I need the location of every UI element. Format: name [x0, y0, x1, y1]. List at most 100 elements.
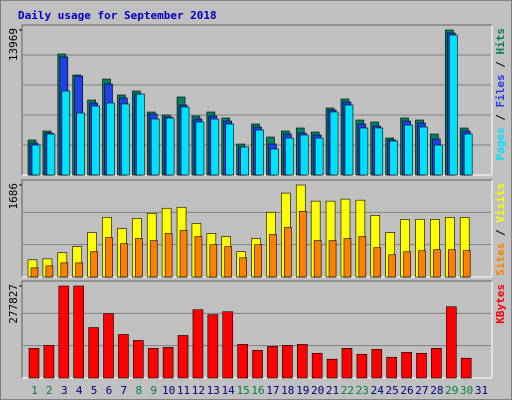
bar [448, 34, 458, 176]
bar [252, 350, 263, 379]
x-tick-label: 28 [430, 384, 443, 397]
bar [374, 127, 384, 176]
bar [31, 144, 41, 176]
bar [147, 348, 159, 379]
x-tick-label: 2 [46, 384, 53, 397]
bar [255, 129, 264, 176]
legend-separator: / [494, 55, 507, 75]
bar [416, 352, 427, 379]
bar [284, 227, 292, 278]
x-tick-label: 27 [415, 384, 428, 397]
bar [434, 144, 443, 176]
bar [314, 137, 324, 176]
bar [285, 137, 294, 176]
x-tick-label: 10 [162, 384, 175, 397]
bar [225, 123, 235, 176]
bar [267, 346, 278, 379]
bar [120, 243, 128, 278]
legend-entry: Hits [494, 28, 507, 55]
x-tick-label: 6 [106, 384, 113, 397]
bar [237, 344, 248, 379]
bar [135, 238, 143, 278]
x-tick-label: 21 [326, 384, 339, 397]
bar [192, 309, 204, 379]
bar [329, 111, 339, 176]
legend: KBytes [494, 284, 507, 324]
bar [328, 240, 337, 278]
bar [76, 112, 86, 176]
bar [45, 265, 54, 278]
bar [165, 117, 175, 176]
bar [386, 356, 397, 379]
bar [177, 335, 189, 379]
x-tick-label: 5 [91, 384, 98, 397]
bar [46, 133, 56, 176]
bar [224, 246, 233, 278]
bar [162, 347, 174, 379]
x-tick-label: 24 [371, 384, 385, 397]
bar [90, 251, 98, 278]
x-tick-label: 17 [266, 384, 279, 397]
x-tick-label: 9 [150, 384, 157, 397]
bar [75, 262, 84, 278]
bar [240, 146, 249, 176]
bar [433, 249, 441, 278]
x-tick-label: 3 [61, 384, 68, 397]
bar [298, 211, 307, 278]
x-tick-label: 30 [460, 384, 473, 397]
bar [207, 314, 219, 379]
legend-entry: Sites [494, 243, 507, 276]
bar [313, 240, 322, 278]
bar [209, 244, 218, 278]
bar [299, 134, 309, 176]
y-tick-label: 277827 [7, 284, 20, 324]
x-tick-label: 22 [341, 384, 354, 397]
x-tick-label: 18 [281, 384, 294, 397]
x-tick-label: 7 [121, 384, 128, 397]
bar [222, 311, 234, 379]
bar [105, 237, 113, 278]
bar [431, 348, 442, 379]
x-tick-label: 31 [475, 384, 488, 397]
bar [344, 104, 354, 176]
y-tick-label: 13969 [7, 28, 20, 61]
y-tick-label: 1686 [7, 183, 20, 210]
bar [460, 357, 472, 379]
bar [388, 254, 396, 278]
x-tick-label: 25 [386, 384, 399, 397]
bar [30, 267, 39, 278]
x-tick-label: 11 [177, 384, 190, 397]
x-tick-label: 23 [356, 384, 369, 397]
x-tick-label: 14 [222, 384, 236, 397]
legend-separator: / [494, 108, 507, 128]
bar [371, 349, 383, 379]
bar [463, 133, 473, 176]
x-tick-label: 26 [400, 384, 413, 397]
bar [389, 140, 398, 176]
legend-entry: Visits [494, 183, 507, 223]
bar [341, 348, 353, 379]
bar [164, 233, 173, 278]
legend: Sites / Visits [494, 183, 507, 276]
bar [296, 344, 308, 379]
bar [404, 124, 413, 176]
bar [133, 340, 144, 379]
bar [326, 358, 338, 379]
bar [254, 244, 262, 278]
bar [103, 313, 114, 379]
bar [462, 250, 471, 278]
bar [150, 118, 160, 176]
bar [418, 250, 426, 278]
bar [149, 240, 158, 278]
x-tick-label: 19 [296, 384, 309, 397]
x-tick-label: 15 [236, 384, 249, 397]
legend: Pages / Files / Hits [494, 28, 507, 161]
legend-entry: KBytes [494, 284, 507, 324]
bar [60, 262, 69, 278]
bar [180, 106, 190, 176]
bar [447, 249, 456, 278]
x-tick-label: 12 [192, 384, 205, 397]
bar [239, 257, 247, 278]
